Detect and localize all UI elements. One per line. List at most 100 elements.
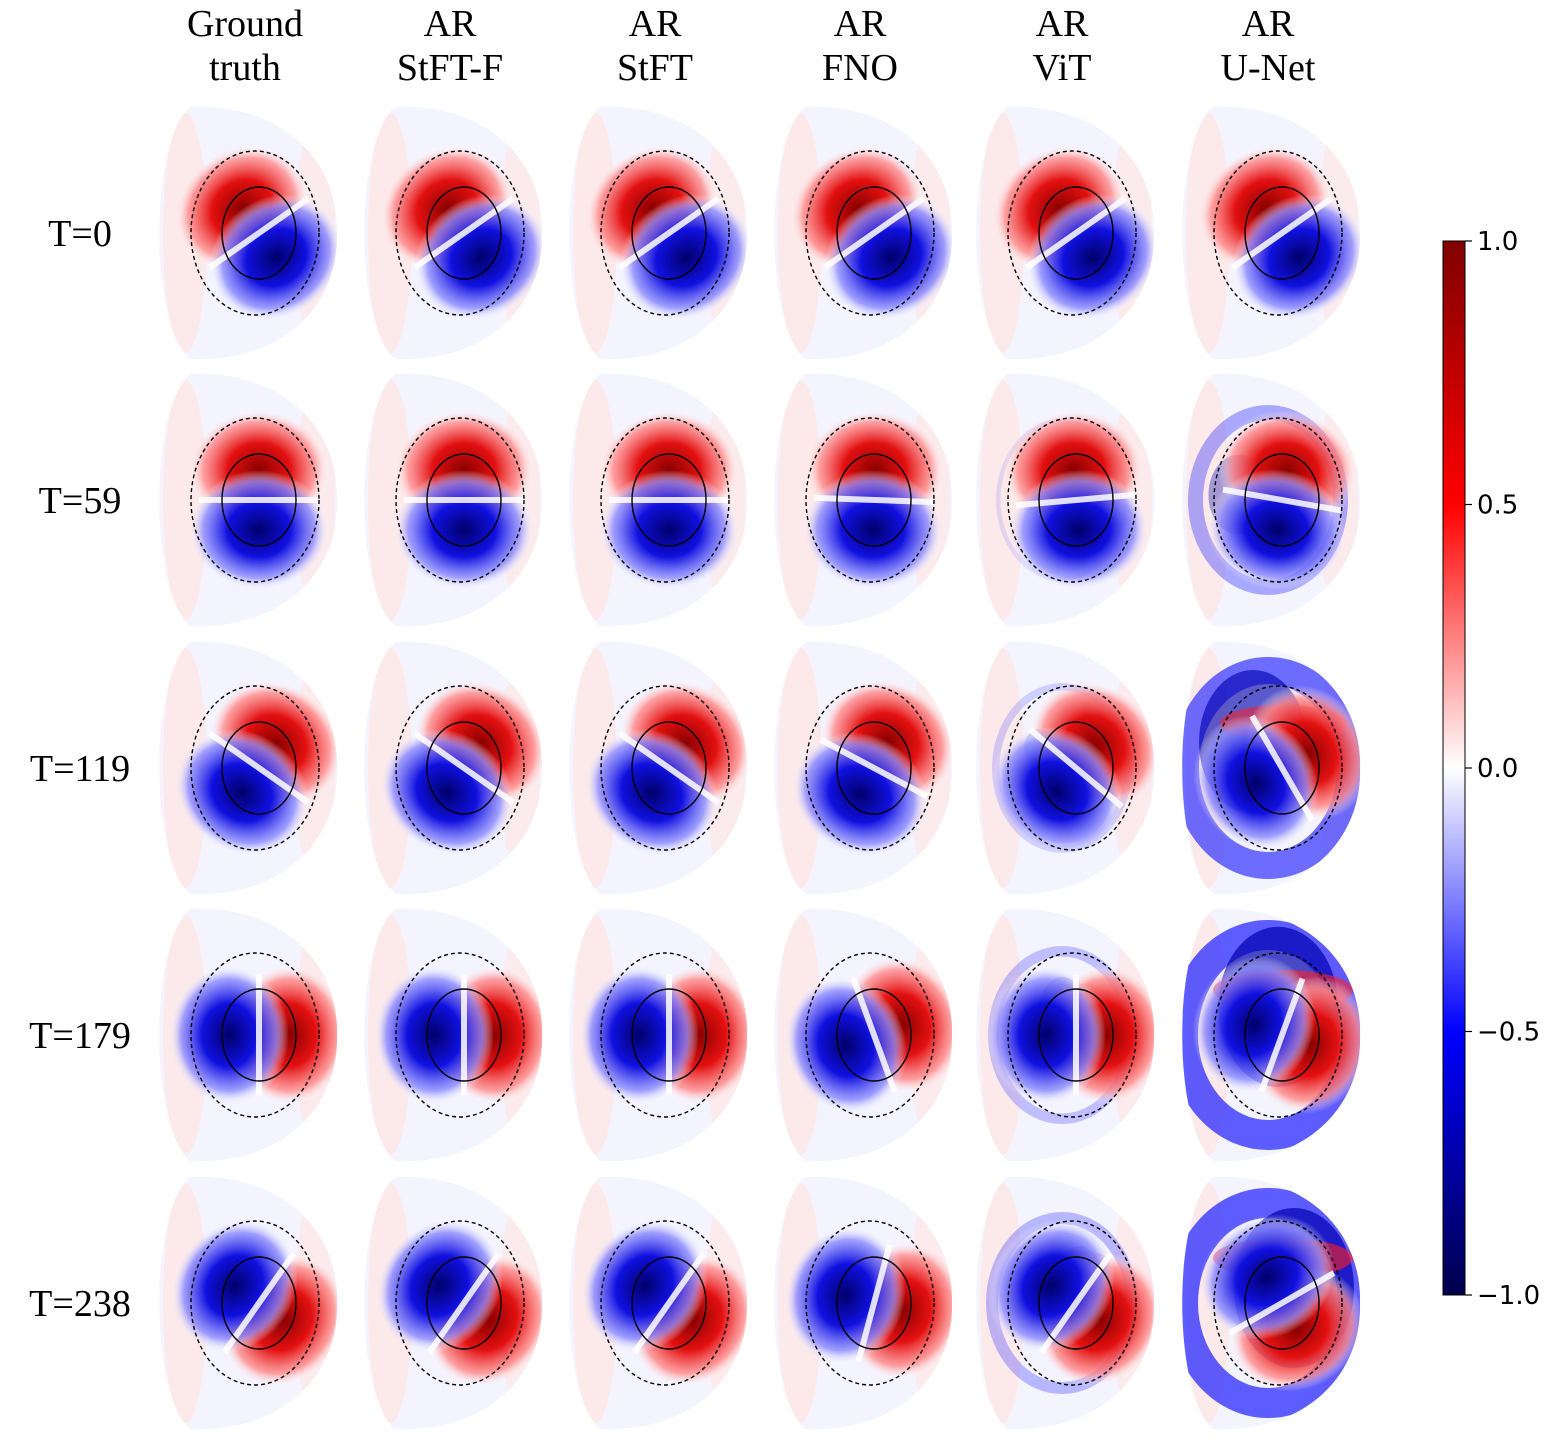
heatmap-panel — [364, 641, 543, 895]
dashed-boundary — [1007, 1220, 1137, 1386]
zero-line — [850, 977, 898, 1093]
solid-boundary — [1038, 453, 1114, 547]
column-title-line1: AR — [424, 3, 477, 45]
dashed-boundary — [805, 685, 935, 851]
row-label: T=119 — [30, 748, 130, 790]
dipole — [579, 965, 748, 1105]
background-band — [163, 380, 207, 620]
dipole — [1193, 685, 1361, 851]
negative-lobe — [1232, 194, 1361, 322]
negative-lobe — [824, 194, 953, 322]
zero-line — [427, 1252, 501, 1354]
solid-boundary — [426, 186, 502, 280]
heatmap-panel — [774, 373, 953, 627]
negative-lobe — [374, 965, 494, 1105]
negative-lobe — [599, 470, 739, 590]
zero-line — [208, 731, 310, 805]
dashed-boundary — [1213, 685, 1343, 851]
zero-line — [1015, 491, 1137, 509]
dashed-boundary — [600, 952, 730, 1118]
heatmap-panel — [364, 373, 543, 627]
negative-lobe — [986, 965, 1106, 1105]
negative-lobe — [1192, 955, 1316, 1094]
heatmap-panel — [1182, 373, 1361, 627]
dashed-boundary — [1213, 417, 1343, 583]
dashed-boundary — [190, 417, 320, 583]
heatmap-panel — [1182, 106, 1361, 360]
dashed-boundary — [190, 150, 320, 316]
solid-boundary — [221, 988, 297, 1082]
negative-lobe — [394, 470, 534, 590]
background-band — [778, 380, 822, 620]
zero-line — [618, 731, 720, 805]
solid-boundary — [426, 1256, 502, 1350]
heatmap-panel — [569, 106, 748, 360]
solid-boundary — [836, 453, 912, 547]
negative-lobe — [1026, 194, 1155, 322]
heatmap-panel — [774, 1176, 953, 1430]
solid-boundary — [221, 721, 297, 815]
colorbar-tick-label: 1.0 — [1477, 227, 1518, 257]
zero-line — [813, 494, 935, 506]
negative-lobe — [169, 965, 289, 1105]
dashed-boundary — [1213, 150, 1343, 316]
zero-line — [666, 975, 672, 1095]
heatmap-panel — [774, 106, 953, 360]
solid-boundary — [631, 988, 707, 1082]
heatmap-panel — [569, 641, 748, 895]
dashed-boundary — [1007, 952, 1137, 1118]
negative-lobe — [1199, 1214, 1335, 1340]
dashed-boundary — [395, 417, 525, 583]
dashed-boundary — [805, 150, 935, 316]
heatmap-panel — [569, 1176, 748, 1430]
column-title-line1: AR — [834, 3, 887, 45]
negative-lobe — [375, 1218, 503, 1353]
dashed-boundary — [190, 685, 320, 851]
solid-boundary — [221, 186, 297, 280]
solid-boundary — [1038, 721, 1114, 815]
dashed-boundary — [805, 952, 935, 1118]
dipole — [394, 410, 534, 590]
column-title-line1: AR — [1036, 3, 1089, 45]
dashed-boundary — [190, 952, 320, 1118]
heatmap-panel — [159, 908, 338, 1162]
solid-boundary — [426, 988, 502, 1082]
column-title-line1: AR — [1242, 3, 1295, 45]
dashed-boundary — [600, 417, 730, 583]
dipole — [987, 1218, 1155, 1388]
negative-lobe — [1207, 469, 1347, 590]
dashed-boundary — [1007, 150, 1137, 316]
solid-boundary — [631, 721, 707, 815]
zero-line — [609, 497, 729, 503]
dashed-boundary — [600, 1220, 730, 1386]
solid-boundary — [631, 453, 707, 547]
dashed-boundary — [1007, 685, 1137, 851]
negative-lobe — [579, 965, 699, 1105]
zero-line — [413, 196, 515, 270]
dipole — [170, 1218, 338, 1388]
colorbar-tick-label: 0.5 — [1477, 491, 1518, 521]
heatmap-panel — [1182, 641, 1361, 895]
heatmap-panel — [159, 373, 338, 627]
background-band — [573, 380, 617, 620]
zero-line — [1028, 727, 1124, 809]
heatmap-panel — [976, 106, 1155, 360]
zero-line — [413, 731, 515, 805]
dashed-boundary — [190, 1220, 320, 1386]
zero-line — [1039, 1252, 1113, 1354]
zero-line — [1231, 196, 1333, 270]
dipole — [1207, 410, 1357, 590]
dipole — [991, 144, 1155, 322]
dipole — [189, 410, 329, 590]
dipole — [599, 410, 739, 590]
negative-lobe — [784, 976, 908, 1115]
column-title-line1: Ground — [187, 3, 303, 45]
heatmap-panel — [976, 1176, 1155, 1430]
heatmap-panel — [976, 373, 1155, 627]
solid-boundary — [836, 988, 912, 1082]
zero-line — [1258, 977, 1306, 1093]
column-title-line1: AR — [629, 3, 682, 45]
dipole — [375, 1218, 543, 1388]
heatmap-panel — [569, 908, 748, 1162]
